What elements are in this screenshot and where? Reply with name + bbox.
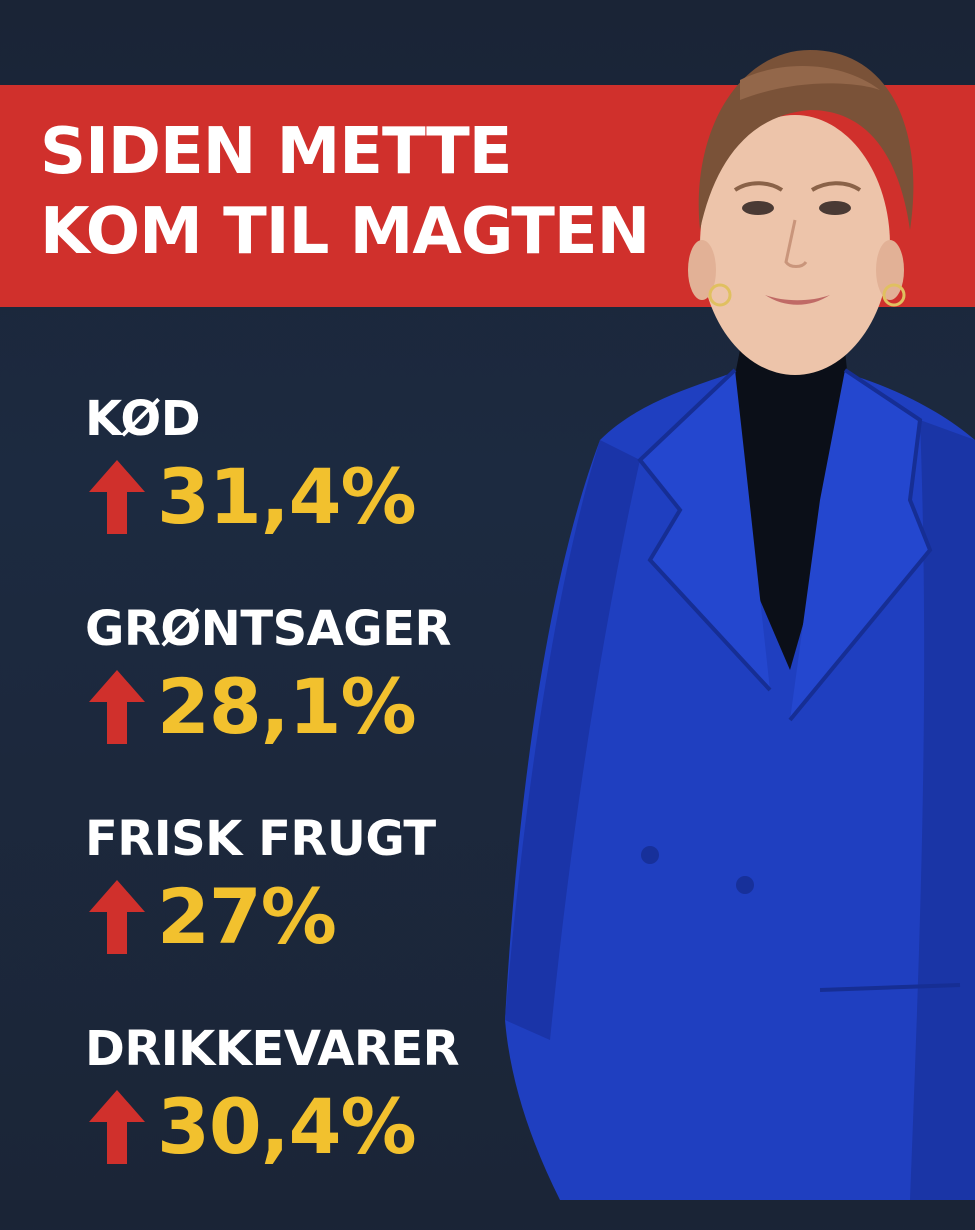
stat-label: GRØNTSAGER	[85, 601, 451, 657]
up-arrow-icon	[89, 670, 145, 744]
stat-value: 28,1%	[157, 662, 417, 751]
price-stat-list: KØD 31,4% GRØNTSAGER 28,1% FRISK FRUGT 2…	[85, 390, 525, 1230]
stat-item-drikkevarer: DRIKKEVARER 30,4%	[85, 1020, 525, 1230]
stat-item-kod: KØD 31,4%	[85, 390, 525, 600]
stat-value: 31,4%	[157, 452, 417, 541]
stat-item-frisk-frugt: FRISK FRUGT 27%	[85, 810, 525, 1020]
stat-label: KØD	[85, 391, 201, 447]
up-arrow-icon	[89, 1090, 145, 1164]
headline-line-1: SIDEN METTE	[40, 115, 513, 189]
stat-item-grontsager: GRØNTSAGER 28,1%	[85, 600, 525, 810]
up-arrow-icon	[89, 880, 145, 954]
stat-label: DRIKKEVARER	[85, 1021, 460, 1077]
stat-value: 30,4%	[157, 1082, 417, 1171]
headline-line-2: KOM TIL MAGTEN	[40, 195, 650, 269]
stat-value: 27%	[157, 872, 337, 961]
up-arrow-icon	[89, 460, 145, 534]
person-portrait	[505, 50, 975, 1200]
stat-label: FRISK FRUGT	[85, 811, 436, 867]
headline: SIDEN METTE KOM TIL MAGTEN	[40, 112, 720, 272]
